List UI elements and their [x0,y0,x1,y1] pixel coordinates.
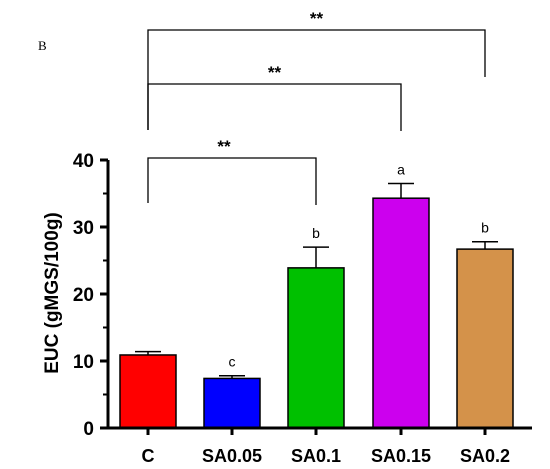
bar-SA0.1 [287,267,345,429]
bar-SA0.05 [203,377,261,429]
bars-group [119,197,514,429]
comparison-bracket [147,157,317,205]
comparison-label: ** [217,137,231,156]
y-tick-label: 30 [73,218,94,239]
x-tick-label: SA0.2 [460,446,510,466]
x-tick-label: C [142,446,155,466]
x-tick-label: SA0.05 [202,446,262,466]
comparison-bracket [147,29,486,130]
x-axis: C SA0.05 SA0.1 SA0.15 SA0.2 [106,426,532,466]
comparison-bracket [147,83,402,131]
y-tick-label: 40 [73,151,94,172]
y-axis-label: EUC (gMGS/100g) [42,212,63,374]
significance-letter: b [481,220,489,236]
bar-SA0.2 [456,248,514,429]
significance-letters-group: c b a b [229,161,490,369]
bar-SA0.15 [372,197,430,429]
x-tick-label: SA0.15 [371,446,431,466]
y-tick-label: 20 [73,285,94,306]
comparison-label: ** [310,9,324,28]
significance-letter: c [229,354,236,370]
y-tick-label: 0 [83,419,94,440]
significance-letter: b [312,225,320,241]
y-tick-label: 10 [73,352,94,373]
comparison-brackets-group: ** ** ** [147,9,486,205]
significance-letter: a [397,161,405,177]
panel-label: B [38,38,47,53]
comparison-label: ** [268,63,282,82]
y-axis: 0 10 20 30 40 [73,151,110,440]
error-bars-group [135,182,498,379]
x-tick-label: SA0.1 [291,446,341,466]
bar-C [119,354,177,429]
